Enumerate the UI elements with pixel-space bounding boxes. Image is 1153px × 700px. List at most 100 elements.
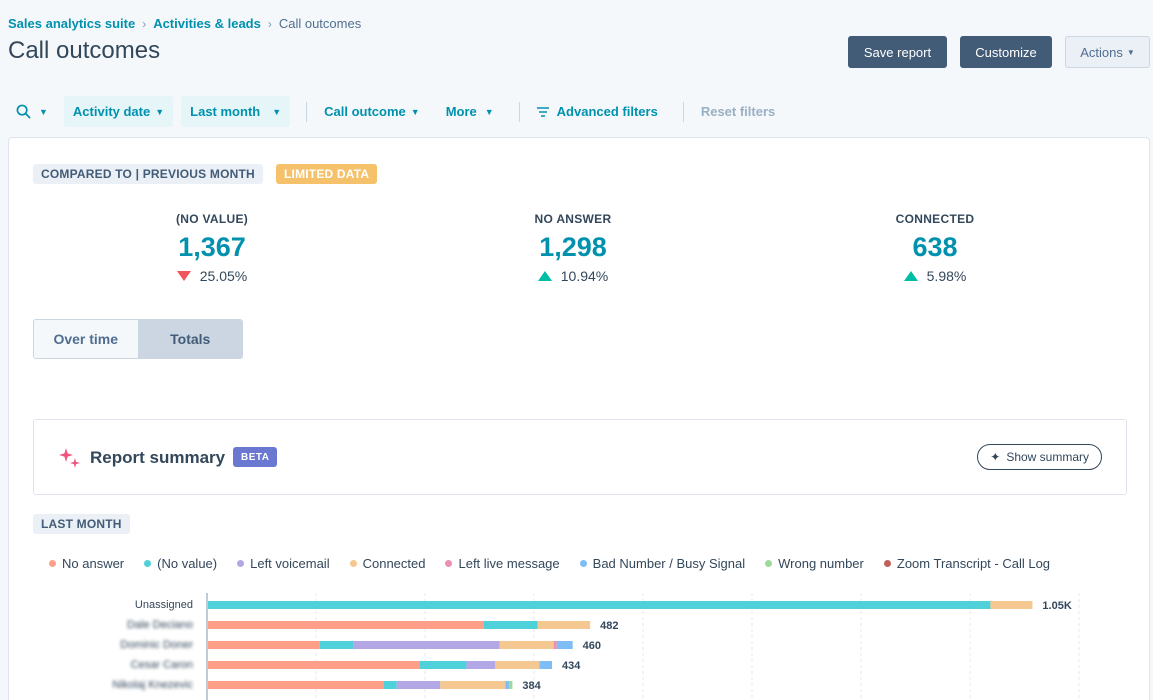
bar-segment (537, 621, 591, 629)
legend-item[interactable]: Connected (349, 556, 425, 571)
report-summary-panel: Report summary BETA ✦ Show summary (33, 419, 1127, 495)
save-report-button[interactable]: Save report (848, 36, 947, 68)
call-outcome-label: Call outcome (324, 104, 406, 119)
breadcrumb-link-activities[interactable]: Activities & leads (153, 16, 261, 31)
legend-dot (883, 560, 891, 567)
breadcrumb-current: Call outcomes (278, 16, 362, 31)
legend-dot (765, 560, 773, 567)
divider (682, 101, 684, 122)
sparkle-icon (59, 448, 80, 468)
legend-dot (49, 560, 56, 567)
customize-button[interactable]: Customize (960, 36, 1052, 68)
bar-segment (505, 681, 510, 689)
legend-label: Left voicemail (250, 556, 330, 571)
actions-button[interactable]: Actions ▼ (1065, 36, 1150, 68)
bar-segment (383, 681, 397, 689)
caret-down-icon: ▼ (484, 106, 494, 117)
reset-filters-button[interactable]: Reset filters (700, 104, 776, 119)
more-filter[interactable]: More ▼ (437, 96, 503, 127)
kpi-change-value: 25.05% (199, 268, 248, 284)
total-label: 460 (583, 640, 601, 652)
filter-bar: ▼ Activity date ▼ Last month ▼ Call outc… (8, 96, 792, 127)
more-label: More (445, 104, 477, 119)
breadcrumb-link-suite[interactable]: Sales analytics suite (8, 16, 136, 31)
date-range-tag: LAST MONTH (33, 514, 130, 534)
category-label: Cesar Caron (131, 659, 193, 671)
bar-segment (483, 621, 538, 629)
caret-down-icon: ▼ (272, 106, 282, 117)
caret-down-icon: ▼ (410, 106, 420, 117)
trend-up-icon (537, 271, 552, 281)
show-summary-button[interactable]: ✦ Show summary (977, 444, 1102, 470)
bar-segment (556, 641, 573, 649)
legend-label: Zoom Transcript - Call Log (896, 556, 1051, 571)
category-label: Unassigned (135, 599, 193, 611)
legend-dot (445, 560, 453, 567)
search-filter[interactable]: ▼ (8, 96, 56, 127)
category-label: Dale Deciano (127, 619, 193, 631)
sparkle-icon: ✦ (990, 450, 1001, 464)
divider (306, 101, 308, 122)
caret-down-icon: ▼ (155, 106, 165, 117)
trend-down-icon (176, 271, 191, 281)
bar-segment (539, 661, 553, 669)
bar-segment (208, 681, 384, 689)
actions-label: Actions (1080, 44, 1123, 60)
page-title: Call outcomes (8, 37, 161, 64)
stacked-bar-chart: Unassigned 1.05K Dale Deciano 482 Dominic Do… (112, 593, 1080, 700)
bar-segment (509, 681, 513, 689)
kpi-value: 638 (912, 232, 958, 262)
legend-item[interactable]: Left live message (445, 556, 560, 571)
report-card: COMPARED TO | PREVIOUS MONTH LIMITED DAT… (8, 137, 1150, 700)
total-label: 482 (600, 620, 618, 632)
totals-tab[interactable]: Totals (137, 320, 242, 358)
call-outcome-filter[interactable]: Call outcome ▼ (315, 96, 429, 127)
legend-label: (No value) (157, 556, 218, 571)
bar-segment (353, 641, 500, 649)
activity-date-filter[interactable]: Activity date ▼ (63, 96, 174, 127)
bar-segment (208, 641, 320, 649)
legend-item[interactable]: Zoom Transcript - Call Log (883, 556, 1051, 571)
legend-item[interactable]: (No value) (144, 556, 217, 571)
category-label: Nikolaj Knezevic (112, 679, 193, 691)
legend-label: Wrong number (778, 556, 864, 571)
bar-segment (419, 661, 467, 669)
legend-item[interactable]: No answer (49, 556, 124, 571)
chart-legend: No answer (No value) Left voicemail Conn… (49, 556, 1070, 571)
limited-data-badge: LIMITED DATA (276, 164, 378, 184)
bar-segment (208, 661, 420, 669)
bar-segment (494, 661, 540, 669)
bar-segment (990, 601, 1033, 609)
kpi-change: 10.94% (463, 268, 683, 284)
legend-item[interactable]: Left voicemail (237, 556, 330, 571)
bar-segment (553, 641, 557, 649)
kpi-no-answer: NO ANSWER 1,298 10.94% (463, 212, 683, 284)
kpi-change-value: 5.98% (926, 268, 967, 284)
category-label: Dominic Doner (120, 639, 193, 651)
kpi-change: 25.05% (102, 268, 322, 284)
filter-lines-icon (536, 106, 549, 117)
advanced-filters-button[interactable]: Advanced filters (528, 96, 667, 127)
legend-label: Left live message (458, 556, 560, 571)
legend-item[interactable]: Bad Number / Busy Signal (579, 556, 745, 571)
bar-segment (208, 621, 484, 629)
kpi-value: 1,298 (539, 232, 607, 262)
date-range-label: Last month (190, 104, 261, 119)
divider (518, 101, 520, 122)
bar-segment (499, 641, 554, 649)
total-label: 1.05K (1042, 600, 1071, 612)
activity-date-label: Activity date (72, 104, 151, 119)
trend-up-icon (903, 271, 918, 281)
legend-dot (237, 560, 245, 567)
kpi-connected: CONNECTED 638 5.98% (825, 212, 1045, 284)
advanced-filters-label: Advanced filters (556, 104, 658, 119)
legend-item[interactable]: Wrong number (765, 556, 864, 571)
chevron-right-icon: › (142, 16, 147, 31)
bar-segment (466, 661, 495, 669)
legend-dot (579, 560, 587, 567)
kpi-label: (NO VALUE) (175, 212, 249, 226)
total-label: 434 (562, 660, 581, 672)
date-range-filter[interactable]: Last month ▼ (181, 96, 291, 127)
bar-segment (440, 681, 506, 689)
over-time-tab[interactable]: Over time (34, 320, 138, 358)
